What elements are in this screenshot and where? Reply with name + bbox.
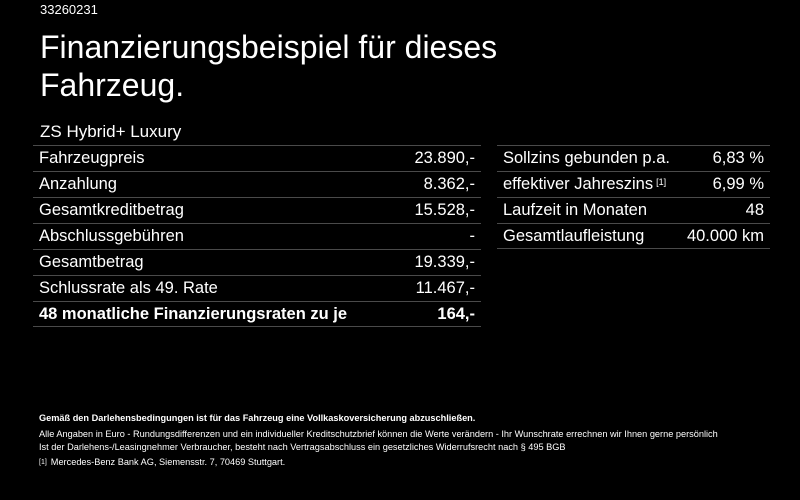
legal-footer: Gemäß den Darlehensbedingungen ist für d… <box>39 412 779 469</box>
vehicle-model: ZS Hybrid+ Luxury <box>40 122 181 142</box>
row-label: Gesamtkreditbetrag <box>39 201 184 220</box>
row-value: 164,- <box>437 305 475 324</box>
table-row: Anzahlung 8.362,- <box>33 171 481 197</box>
row-value: 19.339,- <box>414 253 475 272</box>
table-row: Schlussrate als 49. Rate 11.467,- <box>33 275 481 301</box>
row-label-with-footnote: effektiver Jahreszins [1] <box>503 175 666 194</box>
row-label: Schlussrate als 49. Rate <box>39 279 218 298</box>
footnote-ref: [1] <box>656 177 666 187</box>
row-value: 11.467,- <box>416 279 475 298</box>
row-label: Sollzins gebunden p.a. <box>503 149 670 168</box>
row-label: Gesamtlaufleistung <box>503 227 644 246</box>
rounding-note: Alle Angaben in Euro - Rundungsdifferenz… <box>39 428 779 441</box>
insurance-note: Gemäß den Darlehensbedingungen ist für d… <box>39 412 779 425</box>
row-label: 48 monatliche Finanzierungsraten zu je <box>39 305 347 324</box>
row-label: Laufzeit in Monaten <box>503 201 647 220</box>
table-row: Gesamtkreditbetrag 15.528,- <box>33 197 481 223</box>
row-value: 6,83 % <box>713 149 764 168</box>
interest-table: Sollzins gebunden p.a. 6,83 % effektiver… <box>497 145 770 249</box>
row-label: Anzahlung <box>39 175 117 194</box>
row-label: effektiver Jahreszins <box>503 175 653 193</box>
withdrawal-note: Ist der Darlehens-/Leasingnehmer Verbrau… <box>39 441 779 454</box>
row-value: 40.000 km <box>687 227 764 246</box>
table-row: Fahrzeugpreis 23.890,- <box>33 145 481 171</box>
offer-code: 33260231 <box>40 2 98 17</box>
row-value: 15.528,- <box>414 201 475 220</box>
table-row: Sollzins gebunden p.a. 6,83 % <box>497 145 770 171</box>
financing-table: Fahrzeugpreis 23.890,- Anzahlung 8.362,-… <box>33 145 481 327</box>
table-row: Gesamtbetrag 19.339,- <box>33 249 481 275</box>
monthly-rate-row: 48 monatliche Finanzierungsraten zu je 1… <box>33 301 481 327</box>
table-row: Abschlussgebühren - <box>33 223 481 249</box>
table-row: Laufzeit in Monaten 48 <box>497 197 770 223</box>
row-value: - <box>470 227 476 246</box>
footnote: [1] Mercedes-Benz Bank AG, Siemensstr. 7,… <box>39 456 779 469</box>
row-value: 48 <box>746 201 764 220</box>
footnote-text: Mercedes-Benz Bank AG, Siemensstr. 7, 70… <box>51 457 285 467</box>
footnote-marker: [1] <box>39 459 47 466</box>
row-label: Abschlussgebühren <box>39 227 184 246</box>
row-value: 8.362,- <box>424 175 475 194</box>
page-title: Finanzierungsbeispiel für dieses Fahrzeu… <box>40 28 640 104</box>
table-row: Gesamtlaufleistung 40.000 km <box>497 223 770 249</box>
row-value: 23.890,- <box>414 149 475 168</box>
table-row: effektiver Jahreszins [1] 6,99 % <box>497 171 770 197</box>
row-label: Fahrzeugpreis <box>39 149 144 168</box>
row-label: Gesamtbetrag <box>39 253 144 272</box>
row-value: 6,99 % <box>713 175 764 194</box>
